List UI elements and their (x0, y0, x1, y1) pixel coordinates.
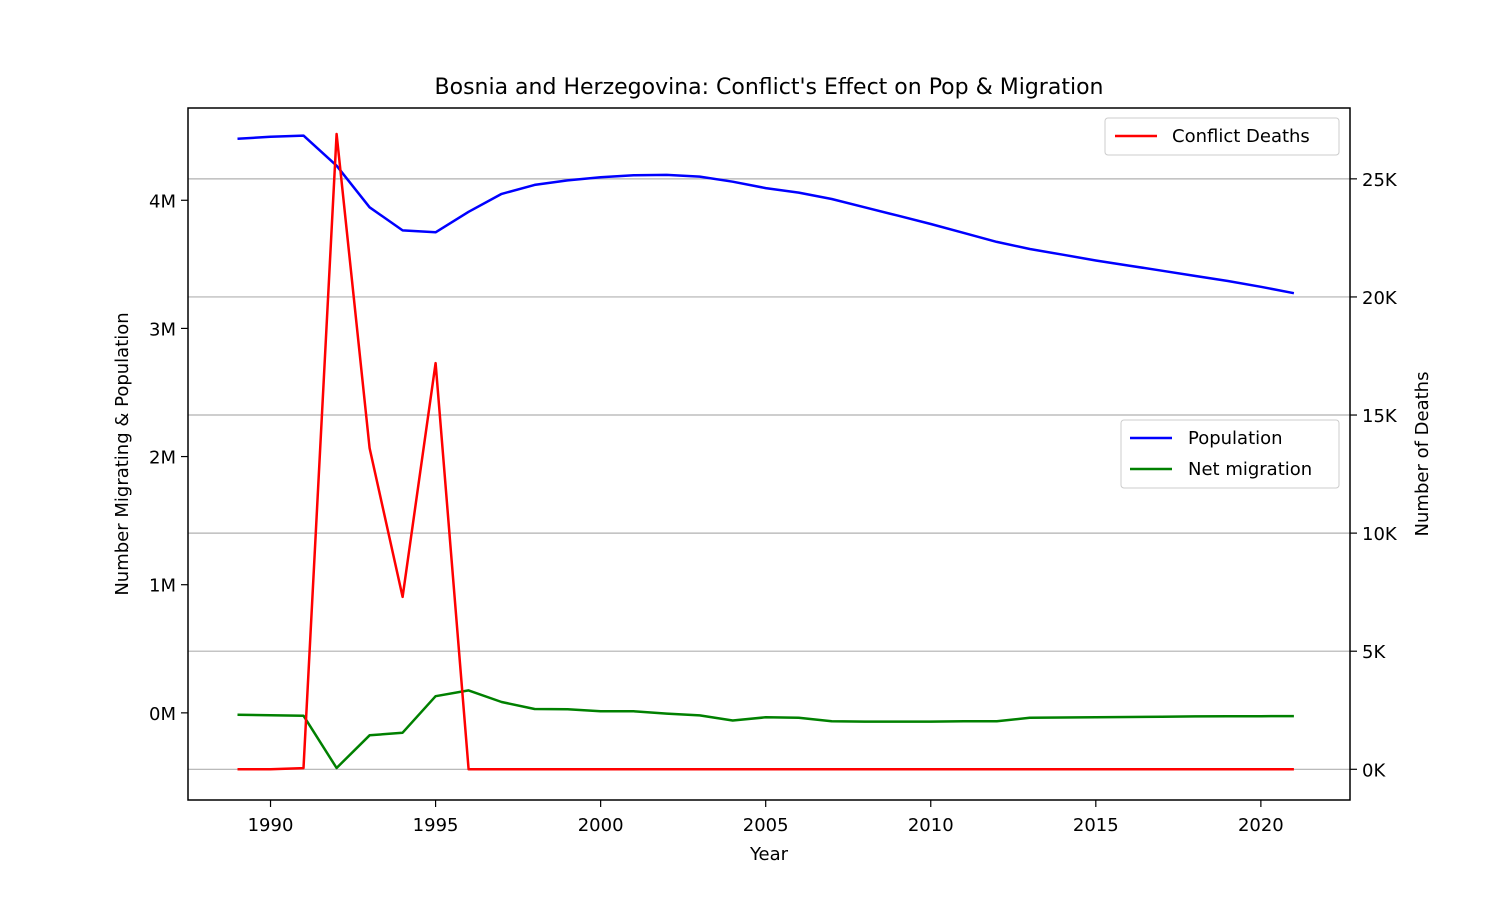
y-right-tick-label: 15K (1362, 406, 1398, 427)
chart-title: Bosnia and Herzegovina: Conflict's Effec… (435, 75, 1104, 100)
x-tick-label: 2010 (908, 815, 954, 836)
x-tick-label: 2005 (743, 815, 789, 836)
y-axis-right-ticks: 0K 5K 10K 15K 20K 25K (1350, 170, 1398, 781)
x-tick-label: 2000 (578, 815, 624, 836)
y-right-tick-label: 0K (1362, 760, 1386, 781)
y-right-tick-label: 20K (1362, 288, 1398, 309)
y-axis-left-ticks: 0M 1M 2M 3M 4M (149, 191, 188, 725)
conflict-deaths-line (237, 132, 1294, 771)
y-right-tick-label: 25K (1362, 170, 1398, 191)
y-axis-right-label: Number of Deaths (1412, 372, 1433, 537)
y-left-tick-label: 3M (149, 319, 176, 340)
plot-frame (187, 107, 1351, 801)
legend-deaths-box (1104, 117, 1340, 156)
y-right-tick-label: 5K (1362, 642, 1386, 663)
y-left-tick-label: 0M (149, 704, 176, 725)
x-tick-label: 1995 (413, 815, 459, 836)
legend-deaths: Conflict Deaths (1104, 117, 1340, 156)
x-tick-label: 1990 (248, 815, 294, 836)
population-line (237, 134, 1295, 295)
legend-deaths-label: Conflict Deaths (1172, 126, 1310, 147)
y-left-tick-label: 2M (149, 448, 176, 469)
series-layer (237, 132, 1295, 771)
legend-net-migration-label: Net migration (1188, 459, 1312, 480)
legend-population-migration-box (1120, 419, 1340, 489)
y-left-tick-label: 4M (149, 191, 176, 212)
x-tick-label: 2015 (1073, 815, 1119, 836)
y-axis-left-label: Number Migrating & Population (112, 312, 133, 595)
y-left-tick-label: 1M (149, 576, 176, 597)
legend-population-migration: Population Net migration (1120, 419, 1340, 489)
x-axis-ticks: 1990 1995 2000 2005 2010 2015 2020 (248, 800, 1284, 836)
x-tick-label: 2020 (1238, 815, 1284, 836)
y-right-tick-label: 10K (1362, 524, 1398, 545)
x-axis-label: Year (749, 844, 789, 865)
legend-population-label: Population (1188, 428, 1283, 449)
net-migration-line (237, 689, 1294, 770)
